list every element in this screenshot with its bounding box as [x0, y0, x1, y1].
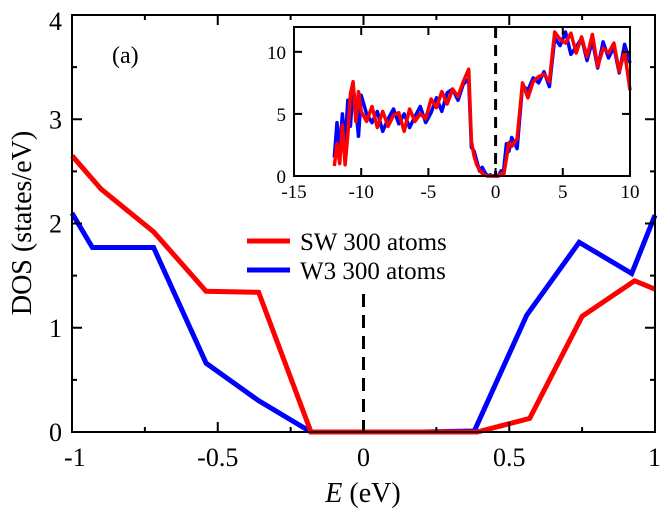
inset-x-tick-label: 10 [621, 182, 640, 203]
x-tick-label: 0 [357, 443, 370, 472]
inset-y-tick-label: 10 [267, 43, 286, 64]
x-tick-label: 1 [648, 443, 661, 472]
y-tick-label: 3 [49, 105, 62, 134]
x-axis-label: E (eV) [324, 478, 400, 509]
panel-label: (a) [112, 43, 139, 69]
inset-x-tick-label: -10 [349, 182, 374, 203]
legend-label-sw: SW 300 atoms [300, 229, 447, 256]
x-tick-label: -1 [64, 443, 86, 472]
x-axis-label-symbol: E [324, 478, 342, 509]
y-tick-label: 2 [49, 210, 62, 239]
inset-frame [293, 26, 631, 177]
legend-label-w3: W3 300 atoms [300, 258, 446, 285]
y-axis-label: DOS (states/eV) [7, 131, 38, 315]
y-tick-label: 4 [49, 7, 62, 36]
inset-y-tick-label: 5 [277, 105, 287, 126]
inset-x-tick-label: -5 [420, 182, 436, 203]
inset-plot: -15 -10 -5 0 5 10 0 5 10 [267, 26, 640, 203]
inset-x-tick-label: -15 [281, 182, 306, 203]
y-tick-label: 1 [49, 314, 62, 343]
x-tick-label: -0.5 [197, 443, 238, 472]
inset-series-line-sw [332, 30, 632, 178]
x-tick-label: 0.5 [493, 443, 526, 472]
y-tick-label: 0 [49, 418, 62, 447]
x-axis-label-unit: (eV) [342, 478, 400, 509]
inset-x-tick-label: 0 [491, 182, 501, 203]
inset-y-tick-label: 0 [277, 167, 287, 188]
inset-x-tick-label: 5 [558, 182, 568, 203]
